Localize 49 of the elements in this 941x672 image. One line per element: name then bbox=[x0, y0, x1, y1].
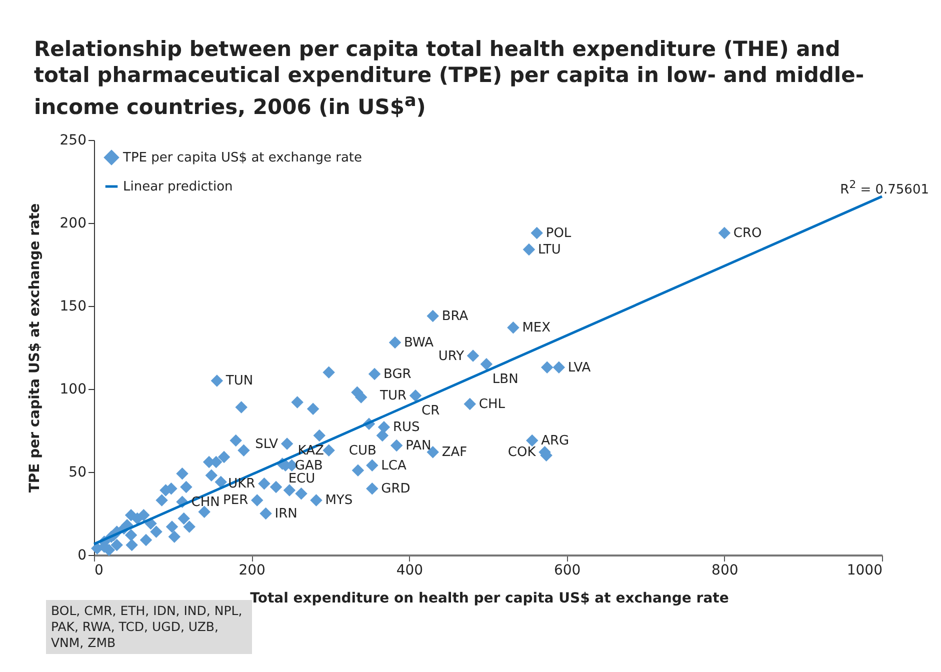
legend-label: TPE per capita US$ at exchange rate bbox=[122, 150, 362, 166]
x-tick-label: 1000 bbox=[846, 562, 882, 578]
text: BOL, CMR, ETH, IDN, IND, NPL, PAK, RWA, TCD, UGD, UZB, VNM, ZMB bbox=[46, 600, 252, 654]
annotation: IRN bbox=[274, 506, 298, 522]
annotation: SLV bbox=[255, 436, 278, 452]
annotation: URY bbox=[438, 348, 464, 364]
x-tick-label: 200 bbox=[238, 562, 266, 578]
annotation: LCA bbox=[381, 458, 406, 474]
annotation: ECU bbox=[288, 472, 316, 487]
annotation: RUS bbox=[392, 420, 420, 436]
annotation: LTU bbox=[538, 242, 561, 258]
annotation: PAN bbox=[406, 438, 432, 454]
x-axis-title: Total expenditure on health per capita US$ at exchange rate bbox=[250, 590, 729, 606]
annotation: CHN bbox=[191, 494, 220, 510]
x-tick-label: 0 bbox=[94, 562, 104, 578]
annotation: LBN bbox=[492, 372, 518, 388]
annotation: CRO bbox=[733, 226, 762, 241]
x-tick-label: 800 bbox=[712, 562, 738, 578]
annotation: BRA bbox=[442, 308, 468, 324]
y-axis-title: TPE per capita US$ at exchange rate bbox=[26, 203, 43, 493]
annotation: BGR bbox=[384, 367, 412, 382]
y-tick-label: 250 bbox=[60, 132, 86, 148]
annotation: COK bbox=[508, 445, 536, 460]
y-tick-label: 0 bbox=[78, 548, 86, 564]
annotation: CHL bbox=[478, 396, 506, 412]
annotation: GAB bbox=[294, 458, 323, 474]
y-tick-label: 100 bbox=[60, 382, 86, 398]
annotation: CR bbox=[422, 404, 440, 419]
annotation: UKR bbox=[228, 476, 256, 492]
annotation: MYS bbox=[325, 493, 353, 508]
annotation: BWA bbox=[404, 336, 434, 351]
annotation: MEX bbox=[522, 320, 551, 336]
annotation: TUN bbox=[224, 374, 254, 389]
chart-title: Relationship between per capita total health expenditure (THE) and total pharmaceutical expenditure (TPE) per capita in low- and middle-income countries, 2006 (in US$$^{a}$) bbox=[34, 36, 866, 120]
annotation: ARG bbox=[541, 433, 570, 448]
y-tick-label: 150 bbox=[60, 298, 86, 314]
x-tick-label: 600 bbox=[554, 562, 581, 578]
annotation: ZAF bbox=[442, 445, 468, 460]
annotation: POL bbox=[546, 226, 572, 241]
annotation: TUR bbox=[379, 388, 407, 404]
y-tick-label: 50 bbox=[68, 464, 86, 480]
y-tick-label: 200 bbox=[60, 216, 86, 232]
x-tick-label: 400 bbox=[396, 562, 424, 578]
legend-label: Linear prediction bbox=[123, 180, 233, 194]
annotation: CUB bbox=[348, 443, 376, 458]
annotation: GRD bbox=[381, 482, 410, 497]
annotation: R$^{2}$ = 0.75601 bbox=[840, 178, 929, 198]
annotation: PER bbox=[223, 493, 248, 508]
annotation: LVA bbox=[568, 360, 591, 376]
